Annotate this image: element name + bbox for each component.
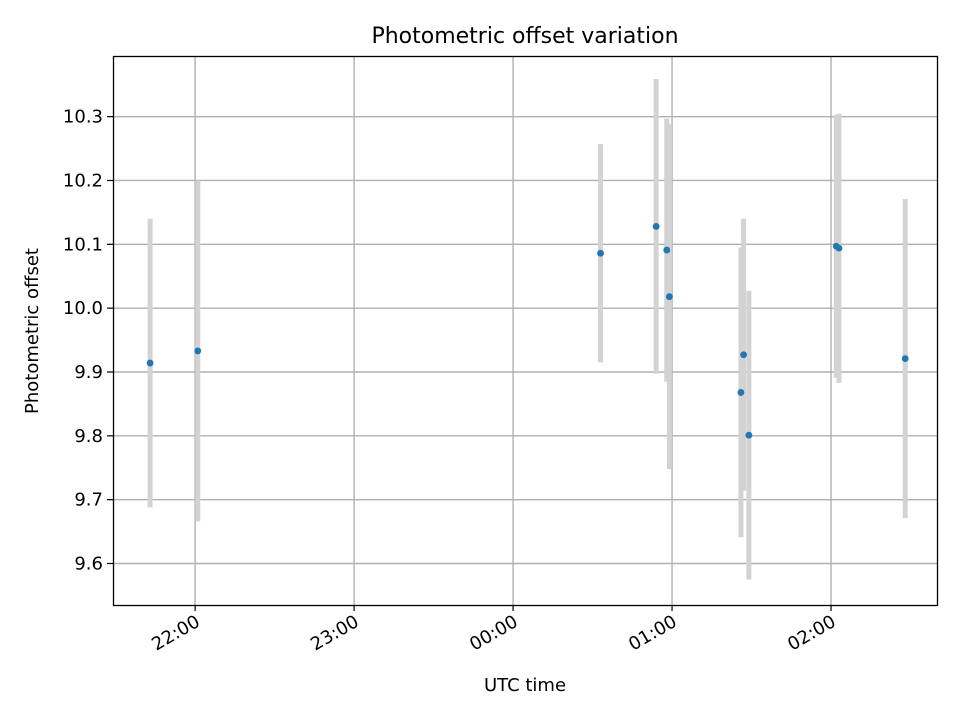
data-point (901, 355, 909, 362)
x-axis-ticks: 22:00 23:00 00:00 01:00 02:00 (148, 605, 840, 655)
y-tick-label: 10.1 (63, 234, 103, 255)
x-axis-label: UTC time (484, 675, 566, 696)
y-axis-ticks: 9.6 9.7 9.8 9.9 10.0 10.1 10.2 10.3 (63, 107, 113, 575)
x-tick-label: 23:00 (307, 611, 362, 655)
data-point (652, 223, 660, 230)
data-points (146, 223, 909, 439)
y-tick-label: 9.7 (74, 490, 103, 511)
y-tick-label: 9.9 (74, 362, 103, 383)
x-tick-label: 00:00 (466, 611, 521, 655)
y-tick-label: 9.8 (74, 426, 103, 447)
y-axis-label: Photometric offset (22, 248, 43, 414)
y-tick-label: 10.3 (63, 107, 103, 128)
data-point (194, 347, 202, 355)
plot-frame (112, 55, 939, 607)
data-point (597, 249, 604, 257)
data-point (740, 351, 747, 359)
x-tick-label: 22:00 (148, 611, 203, 655)
y-tick-label: 10.0 (63, 298, 103, 319)
x-tick-label: 01:00 (625, 611, 680, 655)
data-point (737, 389, 745, 396)
chart-title: Photometric offset variation (371, 24, 678, 49)
error-bars (147, 78, 908, 580)
grid-lines (113, 56, 937, 605)
x-tick-label: 02:00 (784, 611, 839, 655)
data-point (146, 359, 154, 367)
data-point (663, 246, 671, 254)
data-point (745, 431, 753, 439)
data-point (835, 244, 843, 252)
data-point (665, 293, 673, 301)
y-tick-label: 10.2 (63, 170, 103, 191)
y-tick-label: 9.6 (74, 554, 103, 575)
